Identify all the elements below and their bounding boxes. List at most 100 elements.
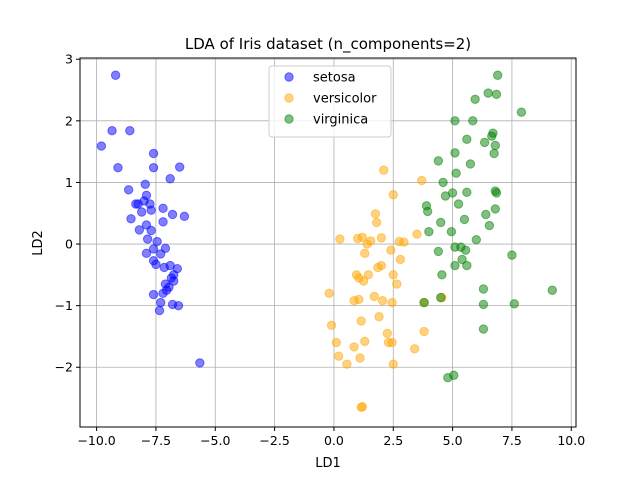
versicolor-point (351, 270, 362, 280)
virginica-point (422, 206, 433, 217)
setosa-point (131, 199, 141, 209)
virginica-point (478, 324, 489, 334)
virginica-point (490, 140, 501, 151)
virginica-point (492, 70, 503, 80)
virginica-point (436, 217, 446, 228)
versicolor-point (370, 209, 381, 219)
versicolor-point (377, 296, 388, 306)
versicolor-point (360, 248, 370, 258)
virginica-point (471, 235, 482, 245)
x-tick-label: −2.5 (259, 433, 289, 448)
y-tick-label: 3 (65, 52, 73, 67)
virginica-point (450, 148, 460, 158)
data-points (96, 70, 557, 412)
virginica-point (450, 116, 460, 126)
virginica-point (490, 204, 501, 214)
versicolor-point (382, 328, 393, 339)
virginica-point (462, 134, 472, 145)
legend: setosa versicolor virginica (268, 65, 392, 138)
setosa-point (148, 162, 159, 173)
versicolor-point (419, 326, 429, 337)
versicolor-point (371, 217, 382, 228)
y-axis-label: LD2 (31, 230, 46, 256)
setosa-point (155, 297, 166, 308)
setosa-point (179, 211, 190, 222)
x-tick-label: 0.0 (324, 433, 344, 448)
setosa-point (96, 141, 107, 151)
setosa-point (107, 125, 117, 136)
setosa-point (158, 288, 168, 299)
setosa-point (125, 125, 135, 136)
virginica-point (437, 270, 447, 280)
virginica-point (457, 254, 467, 265)
virginica-point (483, 88, 493, 98)
setosa-point (158, 203, 168, 214)
setosa-point (140, 179, 150, 189)
virginica-point (478, 284, 489, 294)
x-tick-label: 5.0 (443, 433, 463, 448)
versicolor-point (333, 351, 344, 361)
versicolor-point (388, 270, 398, 280)
virginica-point (449, 370, 459, 380)
versicolor-point (356, 316, 366, 326)
virginica-point (462, 260, 472, 271)
versicolor-point (387, 337, 397, 348)
virginica-point (436, 292, 446, 303)
x-tick-label: 7.5 (502, 433, 522, 448)
axis-ticks: −10.0 −7.5 −5.0 −2.5 0.0 2.5 5.0 7.5 10.0 −2 −1 0 1 2… (55, 52, 586, 448)
versicolor-point (355, 353, 365, 363)
setosa-point (146, 205, 156, 215)
setosa-point (174, 162, 185, 172)
setosa-point (110, 70, 121, 80)
virginica-point (450, 260, 460, 271)
versicolor-point (417, 175, 427, 186)
setosa-point (167, 209, 178, 220)
series-virginica (419, 70, 557, 383)
legend-marker-setosa (284, 72, 294, 82)
x-tick-label: −7.5 (141, 433, 171, 448)
virginica-point (438, 177, 448, 188)
virginica-point (509, 299, 519, 309)
x-tick-label: 2.5 (383, 433, 403, 448)
setosa-point (148, 289, 159, 300)
virginica-point (460, 245, 471, 255)
virginica-point (507, 250, 517, 260)
plot-frame (79, 57, 577, 428)
legend-label-virginica: virginica (313, 113, 368, 128)
setosa-point (158, 217, 168, 227)
versicolor-point (369, 291, 379, 302)
versicolor-point (374, 312, 384, 322)
virginica-point (484, 220, 495, 231)
virginica-point (440, 191, 451, 201)
chart-title: LDA of Iris dataset (n_components=2) (185, 35, 471, 54)
virginica-point (433, 246, 444, 257)
versicolor-point (331, 337, 342, 348)
versicolor-point (373, 262, 383, 273)
setosa-point (142, 234, 153, 244)
y-tick-label: −1 (55, 298, 73, 313)
versicolor-point (326, 320, 337, 331)
legend-label-setosa: setosa (313, 71, 356, 86)
setosa-point (154, 305, 165, 316)
versicolor-point (324, 288, 334, 299)
versicolor-point (358, 276, 369, 286)
virginica-point (479, 137, 490, 148)
versicolor-point (335, 234, 345, 244)
versicolor-point (392, 279, 402, 289)
setosa-point (173, 300, 184, 311)
versicolor-point (357, 401, 368, 412)
x-tick-label: 10.0 (557, 433, 585, 448)
virginica-point (424, 227, 434, 237)
legend-box (268, 65, 392, 138)
legend-marker-virginica (284, 114, 294, 124)
setosa-point (113, 162, 123, 173)
setosa-point (137, 207, 147, 217)
versicolor-point (412, 229, 422, 239)
versicolor-point (386, 245, 396, 255)
versicolor-point (349, 342, 359, 352)
y-tick-label: 0 (65, 237, 73, 252)
setosa-point (141, 248, 152, 258)
series-setosa (96, 70, 205, 368)
virginica-point (547, 285, 557, 295)
